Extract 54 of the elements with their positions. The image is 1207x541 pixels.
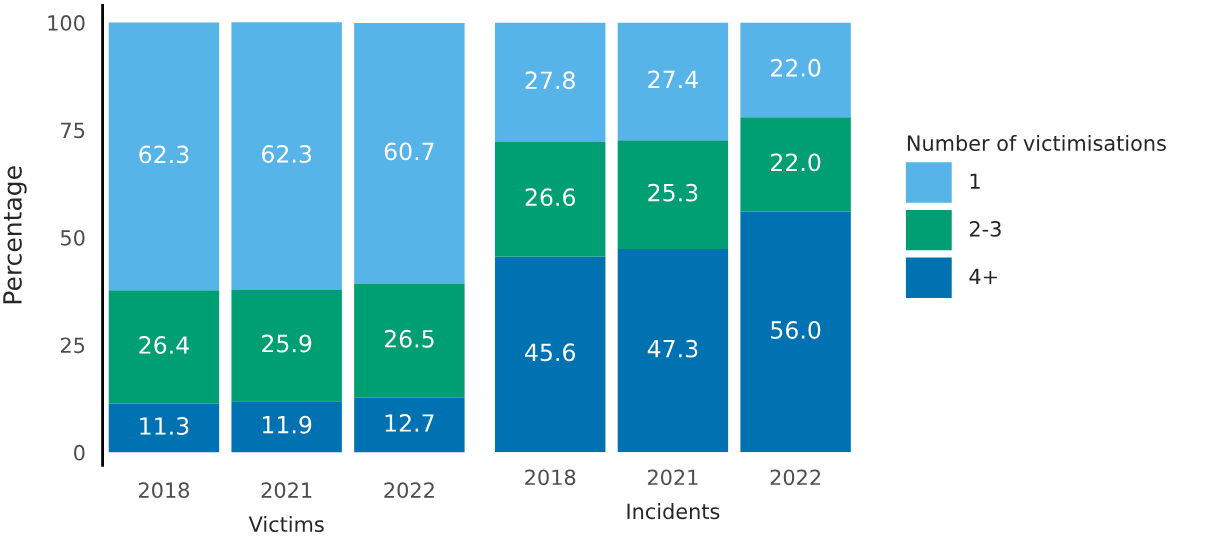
legend-label: 1 xyxy=(970,173,980,189)
y-axis-title: Percentage xyxy=(3,166,27,304)
data-label: 26.6 xyxy=(525,188,575,207)
y-tick-label: 25 xyxy=(60,337,85,354)
bar xyxy=(617,249,729,453)
bar xyxy=(108,22,220,291)
x-tick-label: 2018 xyxy=(525,469,576,486)
bar xyxy=(740,117,851,212)
bar xyxy=(108,403,220,453)
data-label: 25.3 xyxy=(648,183,698,202)
x-tick-label: 2018 xyxy=(138,482,190,499)
data-label: 26.5 xyxy=(384,329,434,348)
data-label: 27.8 xyxy=(525,71,575,90)
data-label: 47.3 xyxy=(647,339,698,358)
data-label: 27.4 xyxy=(648,70,698,88)
x-tick-label: 2022 xyxy=(384,482,434,499)
y-tick-label: 100 xyxy=(48,15,85,31)
data-label: 25.9 xyxy=(262,334,312,353)
bar xyxy=(231,22,342,290)
bar xyxy=(740,22,851,118)
bar xyxy=(494,22,606,143)
x-axis-title: Incidents xyxy=(627,503,720,520)
bar xyxy=(108,290,220,404)
x-tick-label: 2021 xyxy=(647,469,698,486)
data-label: 56.0 xyxy=(771,321,821,339)
bar xyxy=(231,401,342,453)
legend-title: Number of victimisations xyxy=(907,134,1166,152)
x-axis-title: Victims xyxy=(248,515,324,533)
bar xyxy=(740,211,851,453)
bar xyxy=(494,142,606,257)
bar xyxy=(231,289,342,402)
legend-label: 2-3 xyxy=(969,220,1001,237)
y-tick-label: 0 xyxy=(74,444,85,461)
data-label: 62.3 xyxy=(262,145,312,163)
data-label: 45.6 xyxy=(525,343,575,362)
data-label: 60.7 xyxy=(384,142,434,161)
y-tick-label: 75 xyxy=(61,122,85,139)
legend-label: 4+ xyxy=(969,268,997,285)
data-label: 26.4 xyxy=(139,336,189,354)
data-label: 22.0 xyxy=(771,153,821,172)
x-tick-label: 2022 xyxy=(770,469,821,486)
bar xyxy=(354,397,465,453)
x-tick-label: 2021 xyxy=(261,482,312,499)
bar xyxy=(354,283,465,398)
y-tick-label: 50 xyxy=(61,229,85,246)
data-label: 12.7 xyxy=(385,414,434,432)
bar xyxy=(617,140,729,250)
bar xyxy=(617,22,729,141)
data-label: 11.3 xyxy=(140,417,189,435)
data-label: 11.9 xyxy=(262,415,312,434)
data-label: 22.0 xyxy=(771,58,821,77)
bar xyxy=(494,256,606,453)
bar xyxy=(354,23,465,284)
data-label: 62.3 xyxy=(139,145,189,164)
